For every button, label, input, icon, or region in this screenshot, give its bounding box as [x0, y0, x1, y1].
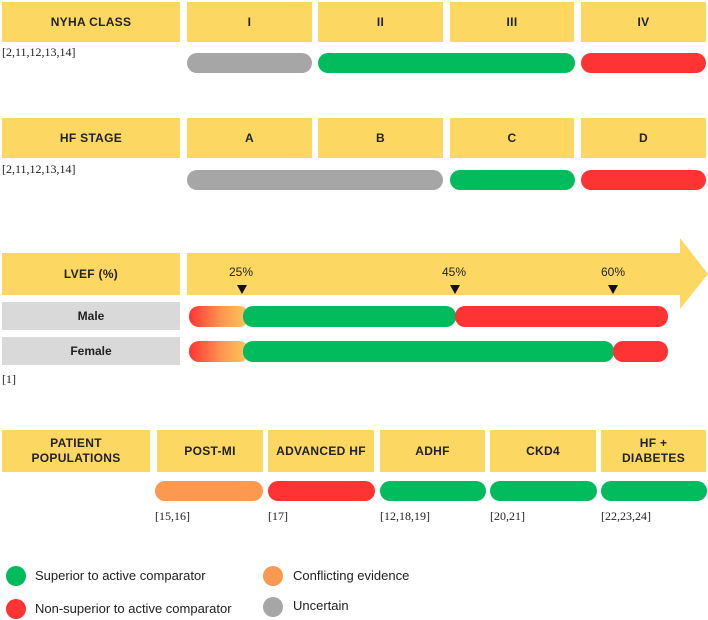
nyha-col-i: I — [187, 2, 312, 42]
tick-60: 60% — [601, 265, 626, 279]
male-bar-non-superior — [455, 306, 668, 327]
hf-diabetes-bar — [601, 481, 707, 501]
adhf-bar — [380, 481, 486, 501]
nyha-class-header: NYHA CLASS — [2, 2, 180, 42]
stage-col-a: A — [187, 118, 312, 158]
nyha-bar-uncertain — [187, 53, 312, 73]
pop-hf-diabetes: HF + DIABETES — [601, 430, 706, 472]
advanced-hf-bar — [268, 481, 375, 501]
stage-bar-uncertain — [187, 170, 443, 190]
female-bar-gradient — [189, 341, 249, 362]
lvef-ref: [1] — [2, 372, 16, 386]
nyha-col-ii: II — [318, 2, 443, 42]
patient-populations-header: PATIENT POPULATIONS — [2, 430, 150, 472]
post-mi-ref: [15,16] — [155, 509, 190, 523]
stage-col-d: D — [581, 118, 706, 158]
female-bar-superior — [243, 341, 614, 362]
stage-bar-non-superior — [581, 170, 706, 190]
marker-45-icon — [450, 285, 460, 294]
legend-non-superior-icon — [6, 599, 26, 619]
legend-non-superior: Non-superior to active comparator — [35, 601, 232, 616]
male-bar-superior — [243, 306, 456, 327]
lvef-header: LVEF (%) — [2, 253, 180, 295]
tick-45: 45% — [442, 265, 467, 279]
adhf-ref: [12,18,19] — [380, 509, 430, 523]
pop-advanced-hf: ADVANCED HF — [268, 430, 374, 472]
female-label: Female — [2, 337, 180, 365]
nyha-col-iii: III — [450, 2, 574, 42]
legend-uncertain: Uncertain — [293, 598, 349, 613]
stage-col-b: B — [318, 118, 443, 158]
female-bar-non-superior — [613, 341, 668, 362]
ckd4-ref: [20,21] — [490, 509, 525, 523]
advanced-hf-ref: [17] — [268, 509, 288, 523]
stage-bar-superior — [450, 170, 575, 190]
lvef-arrow — [187, 238, 708, 309]
male-bar-gradient — [189, 306, 249, 327]
stage-col-c: C — [450, 118, 574, 158]
pop-post-mi: POST-MI — [157, 430, 263, 472]
marker-60-icon — [608, 285, 618, 294]
post-mi-bar — [155, 481, 263, 501]
stage-ref: [2,11,12,13,14] — [2, 162, 76, 176]
hf-stage-header: HF STAGE — [2, 118, 180, 158]
hf-diabetes-ref: [22,23,24] — [601, 509, 651, 523]
tick-25: 25% — [229, 265, 254, 279]
marker-25-icon — [237, 285, 247, 294]
pop-ckd4: CKD4 — [490, 430, 596, 472]
legend-conflicting: Conflicting evidence — [293, 568, 410, 583]
nyha-bar-non-superior — [581, 53, 706, 73]
nyha-col-iv: IV — [581, 2, 706, 42]
legend-uncertain-icon — [263, 597, 283, 617]
legend-superior: Superior to active comparator — [35, 568, 206, 583]
legend-conflicting-icon — [263, 566, 283, 586]
nyha-bar-superior — [318, 53, 575, 73]
legend-superior-icon — [6, 566, 26, 586]
male-label: Male — [2, 302, 180, 330]
nyha-ref: [2,11,12,13,14] — [2, 45, 76, 59]
pop-adhf: ADHF — [380, 430, 485, 472]
ckd4-bar — [490, 481, 597, 501]
